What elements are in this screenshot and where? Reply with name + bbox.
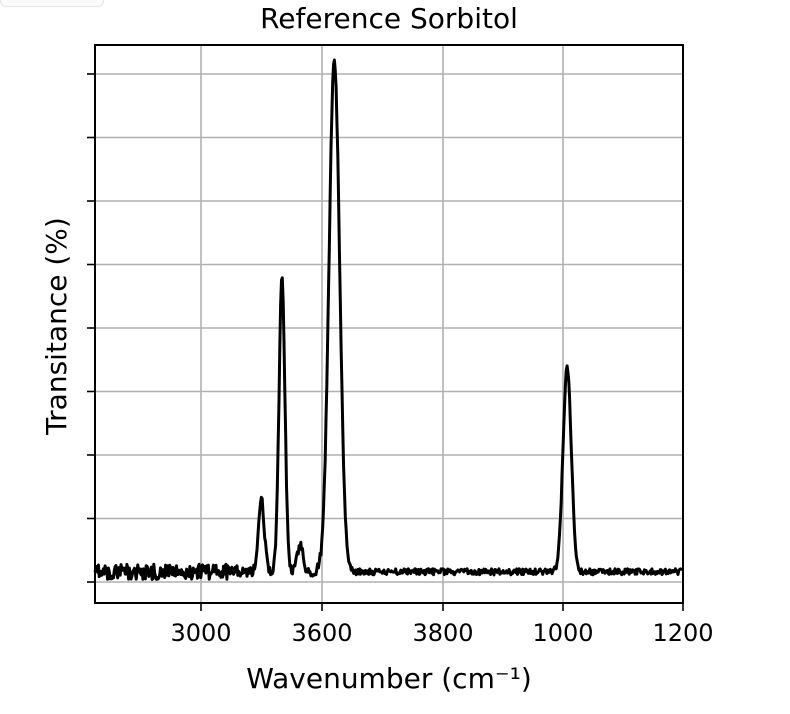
x-tick-label: 1000 <box>532 619 593 647</box>
x-axis-label: Wavenumber (cm⁻¹) <box>246 662 532 695</box>
plot-frame <box>94 44 684 604</box>
grid <box>95 45 684 603</box>
x-tick-label: 3800 <box>412 619 473 647</box>
spectrum-series-line <box>93 58 684 581</box>
chart-title: Reference Sorbitol <box>260 2 518 35</box>
x-tick-label: 3600 <box>291 619 352 647</box>
y-axis-label: Transitance (%) <box>40 217 73 436</box>
axis-ticks: 3000 3600 3800 1000 1200 <box>87 73 714 647</box>
x-tick-label: 1200 <box>652 619 713 647</box>
x-tick-label: 3000 <box>170 619 231 647</box>
